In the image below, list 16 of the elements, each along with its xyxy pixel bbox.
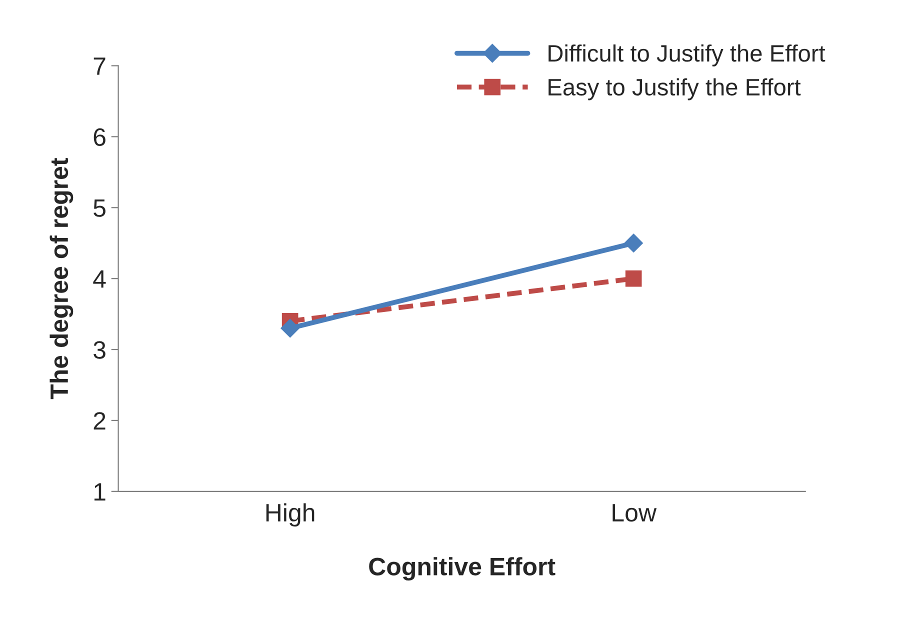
point [625,270,642,287]
y-tick-label: 7 [94,58,106,75]
y-tick-label: 3 [94,341,106,359]
x-tick-label: High [266,503,314,527]
point [280,318,300,338]
y-tick-label: 2 [94,412,106,430]
y-tick-label: 1 [94,483,106,500]
legend-label: Difficult to Justify the Effort [548,44,826,66]
legend-label: Easy to Justify the Effort [548,78,801,100]
y-tick-label: 5 [94,199,106,217]
y-axis-title: The degree of regret [50,158,74,400]
point [624,234,643,252]
x-axis-title: Cognitive Effort [369,557,556,580]
y-tick-label: 6 [94,128,106,146]
x-tick-label: Low [612,504,657,522]
y-tick-label: 4 [93,270,106,288]
